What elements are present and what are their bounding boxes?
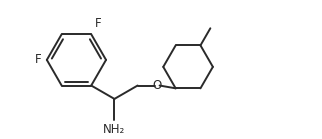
Text: F: F [35, 53, 42, 66]
Text: O: O [153, 79, 162, 92]
Text: F: F [95, 17, 101, 30]
Text: NH₂: NH₂ [103, 123, 126, 136]
